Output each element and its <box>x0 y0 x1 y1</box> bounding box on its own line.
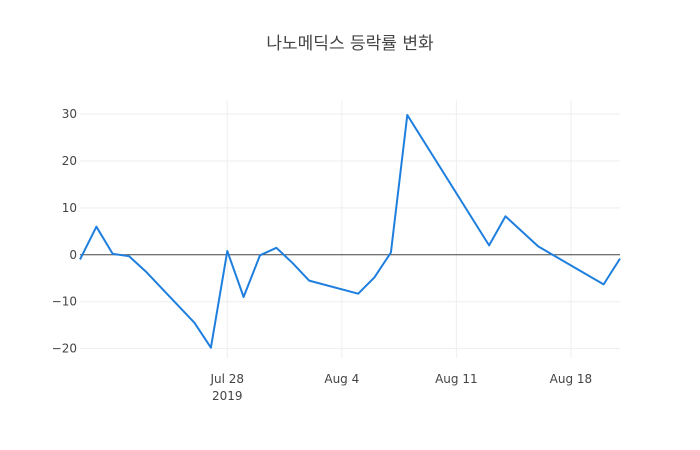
x-tick-label: Aug 11 <box>435 372 478 386</box>
axis-layer: Jul 28 2019 Aug 4 Aug 11 Aug 18 30 20 10 0 −10 −20 <box>52 107 592 403</box>
x-tick-sublabel: 2019 <box>212 389 243 403</box>
grid-layer <box>80 100 620 358</box>
y-tick-label: 0 <box>69 248 77 262</box>
series-layer <box>79 114 621 349</box>
y-tick-label: −20 <box>52 342 77 356</box>
y-tick-label: 30 <box>62 107 77 121</box>
series-line <box>79 114 621 349</box>
x-tick-label: Jul 28 <box>209 372 244 386</box>
chart-title: 나노메딕스 등락률 변화 <box>266 34 434 54</box>
y-tick-label: 10 <box>62 201 77 215</box>
y-tick-label: −10 <box>52 295 77 309</box>
x-tick-label: Aug 4 <box>324 372 359 386</box>
y-tick-label: 20 <box>62 154 77 168</box>
x-tick-label: Aug 18 <box>550 372 593 386</box>
